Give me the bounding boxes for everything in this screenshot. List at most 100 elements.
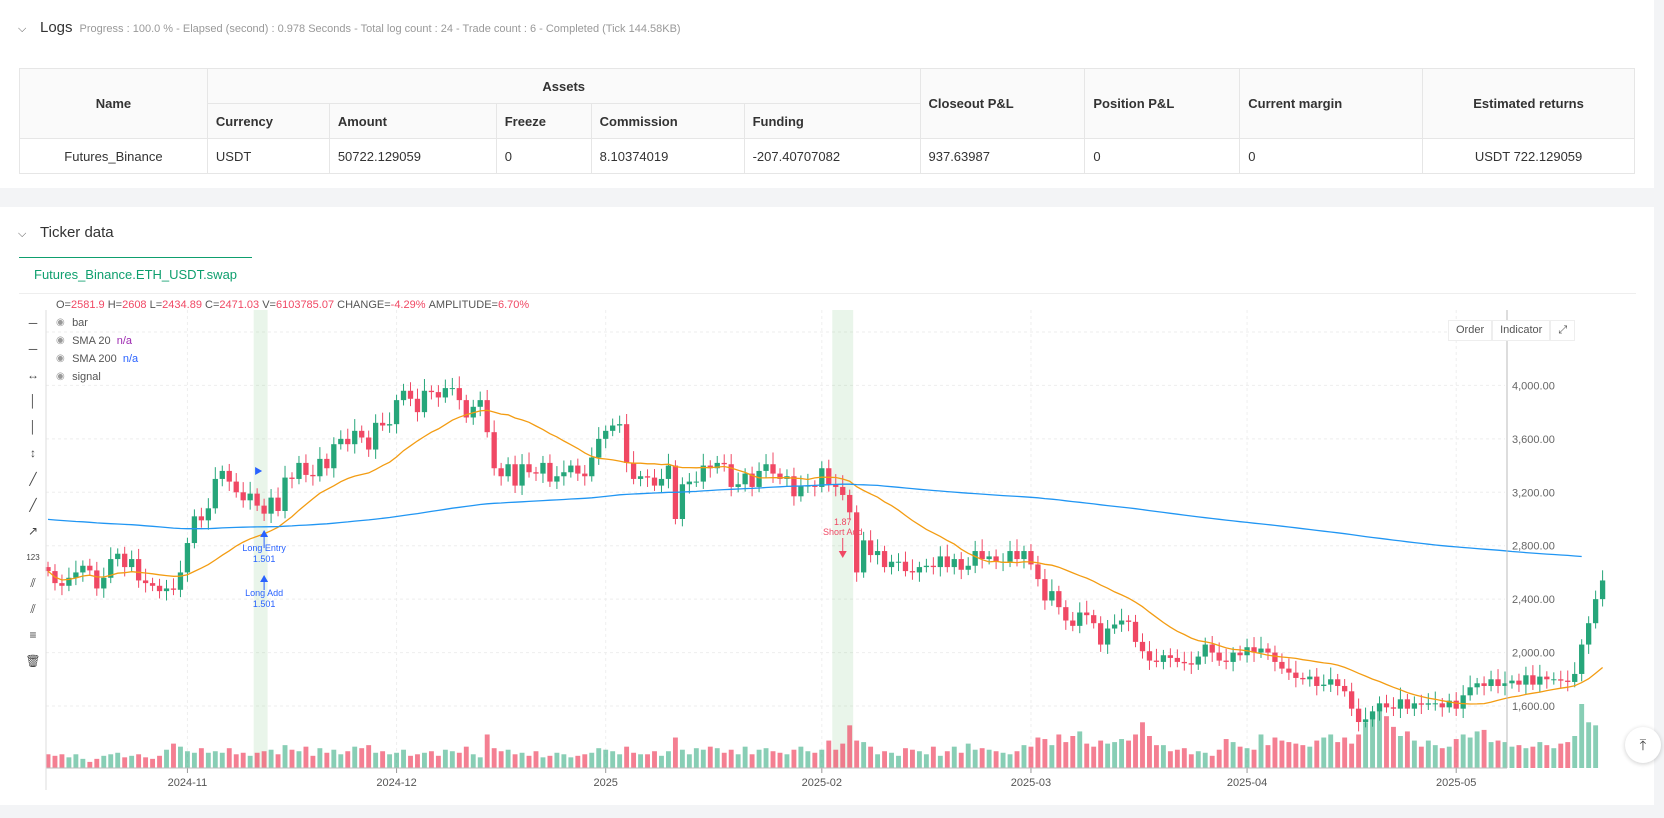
tab-eth-usdt-swap[interactable]: Futures_Binance.ETH_USDT.swap: [19, 257, 253, 293]
candle-body: [498, 468, 504, 477]
volume-bar: [1356, 734, 1362, 768]
volume-bar: [1174, 749, 1180, 768]
fullscreen-icon[interactable]: ⤢: [1550, 320, 1576, 341]
y-tick-label: 2,400.00: [1512, 594, 1555, 606]
candle-body: [484, 400, 490, 433]
eye-icon[interactable]: ◉: [56, 371, 65, 382]
volume-bar: [268, 749, 274, 768]
horizontal-ray-icon[interactable]: ─: [28, 342, 38, 356]
legend-sma200[interactable]: ◉ SMA 200 n/a: [56, 350, 529, 368]
volume-bar: [1279, 740, 1285, 768]
volume-bar: [1495, 740, 1501, 768]
fibonacci-icon[interactable]: ≡: [29, 628, 37, 642]
trash-icon[interactable]: 🗑: [25, 654, 41, 668]
candle-body: [714, 462, 720, 469]
volume-bar: [1070, 736, 1076, 768]
vertical-ray-icon[interactable]: │: [29, 420, 37, 434]
volume-bar: [1565, 742, 1571, 768]
volume-bar: [1335, 742, 1341, 768]
volume-bar: [345, 751, 351, 768]
indicator-button[interactable]: Indicator: [1492, 320, 1551, 341]
volume-bar: [638, 754, 643, 768]
volume-bar: [1244, 748, 1250, 768]
candle-body: [1397, 699, 1404, 709]
vertical-segment-icon[interactable]: ↕: [30, 446, 36, 460]
candle-body: [331, 444, 337, 469]
candle-body: [519, 464, 525, 486]
candle-body: [888, 561, 895, 568]
parallel-channel-icon[interactable]: ⫽: [30, 575, 36, 590]
volume-bar: [1000, 752, 1006, 768]
collapse-chevron-icon[interactable]: ⌵: [18, 228, 27, 240]
vertical-line-icon[interactable]: │: [29, 394, 37, 408]
arrow-line-icon[interactable]: ↗: [27, 524, 39, 538]
candle-body: [296, 462, 302, 479]
volume-bar: [742, 746, 748, 768]
horizontal-line-icon[interactable]: ─: [28, 316, 38, 330]
candle-body: [1307, 676, 1313, 680]
candle-body: [1216, 652, 1222, 661]
volume-bar: [94, 758, 100, 768]
order-button[interactable]: Order: [1448, 320, 1493, 341]
volume-bar: [394, 752, 400, 768]
candle-body: [916, 567, 923, 573]
candle-body: [170, 588, 177, 590]
volume-bar: [1432, 745, 1438, 768]
logs-header[interactable]: ⌵ Logs Progress : 100.0 % - Elapsed (sec…: [18, 19, 681, 36]
volume-bar: [819, 749, 825, 768]
candle-body: [87, 565, 93, 571]
ticker-title: Ticker data: [40, 224, 114, 241]
candle-body: [442, 388, 449, 398]
candle-body: [1098, 623, 1104, 645]
drawing-toolbar: ─ ─ ↔ │ │ ↕ ╱ ╱ ↗ 123 ⫽ ⫽ ≡ 🗑: [22, 310, 44, 674]
legend-signal[interactable]: ◉ signal: [56, 368, 529, 386]
volume-bar: [951, 746, 957, 768]
candle-body: [108, 559, 114, 578]
volume-bar: [1153, 745, 1159, 768]
candle-body: [860, 540, 867, 573]
scroll-top-icon[interactable]: ⤒: [1625, 727, 1661, 763]
volume-bar: [1397, 736, 1403, 768]
volume-bar: [428, 751, 434, 768]
eye-icon[interactable]: ◉: [56, 353, 65, 364]
cell-commission: 8.10374019: [590, 138, 745, 174]
candle-body: [379, 422, 386, 426]
candle-body: [366, 437, 372, 450]
ticker-header[interactable]: ⌵ Ticker data: [18, 224, 114, 241]
candle-body: [1599, 580, 1606, 600]
volume-bar: [129, 755, 135, 768]
volume-bar: [463, 746, 469, 768]
volume-bar: [659, 755, 664, 768]
volume-bar: [937, 755, 943, 768]
candle-body: [261, 505, 267, 514]
v-label: V=: [262, 299, 276, 311]
candle-body: [1139, 641, 1146, 652]
eye-icon[interactable]: ◉: [56, 317, 65, 328]
volume-bar: [198, 748, 204, 768]
volume-bar: [1523, 748, 1529, 768]
candle-body: [233, 481, 239, 493]
candle-body: [1272, 652, 1278, 662]
trend-line-icon[interactable]: ╱: [29, 472, 37, 486]
candle-body: [512, 464, 518, 486]
long-entry-size: 1.501: [253, 554, 276, 564]
legend-bar[interactable]: ◉ bar: [56, 314, 529, 332]
y-tick-label: 4,000.00: [1512, 380, 1555, 392]
closeout-header: Closeout P&L: [919, 68, 1086, 139]
ray-line-icon[interactable]: ╱: [29, 498, 37, 512]
volume-bar: [1160, 745, 1166, 768]
legend-sma20[interactable]: ◉ SMA 20 n/a: [56, 332, 529, 350]
volume-bar: [470, 754, 476, 768]
collapse-chevron-icon[interactable]: ⌵: [18, 23, 27, 35]
candle-body: [1056, 591, 1062, 608]
eye-icon[interactable]: ◉: [56, 335, 65, 346]
volume-bar: [1418, 746, 1424, 768]
price-label-icon[interactable]: 123: [26, 552, 40, 562]
candle-body: [1174, 657, 1180, 662]
returns-header: Estimated returns: [1422, 68, 1635, 139]
candle-body: [226, 470, 232, 482]
price-channel-icon[interactable]: ⫽: [30, 601, 36, 616]
candle-body: [1084, 612, 1090, 616]
horizontal-segment-icon[interactable]: ↔: [27, 368, 39, 382]
